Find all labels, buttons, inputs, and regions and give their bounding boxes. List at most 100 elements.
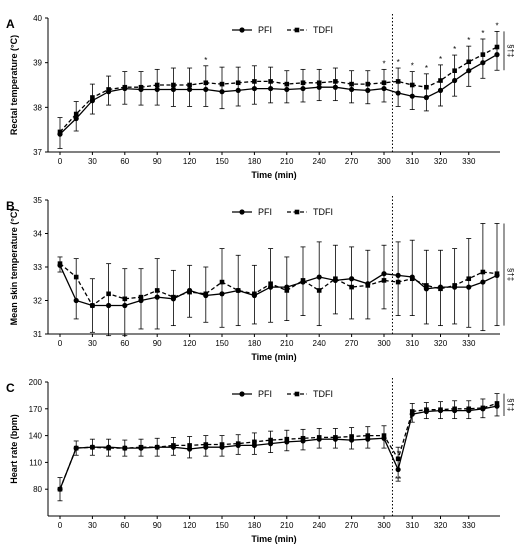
data-point-tdfi — [466, 406, 472, 412]
x-tick-label: 320 — [434, 157, 448, 166]
x-tick-label: 150 — [215, 157, 229, 166]
data-point-tdfi — [171, 82, 176, 88]
data-point-pfi — [466, 284, 472, 290]
x-tick-label: 0 — [58, 339, 63, 348]
data-point-tdfi — [235, 441, 241, 446]
data-point-pfi — [300, 85, 306, 92]
y-axis-title: Mean skin temperature (°C) — [9, 209, 19, 326]
data-point-pfi — [235, 87, 241, 93]
y-tick-label: 110 — [29, 458, 42, 467]
data-point-tdfi — [316, 288, 322, 293]
data-point-tdfi — [219, 442, 225, 447]
data-point-tdfi — [424, 283, 429, 288]
y-tick-label: 40 — [33, 14, 42, 23]
significance-mark: * — [411, 62, 414, 71]
legend-marker-tdfi — [294, 27, 300, 33]
significance-symbols: §†‡ — [506, 44, 515, 57]
data-point-tdfi — [219, 279, 225, 285]
data-point-tdfi — [138, 294, 144, 300]
data-point-tdfi — [252, 291, 257, 297]
data-point-tdfi — [57, 129, 63, 135]
data-point-pfi — [381, 271, 387, 277]
significance-symbols: §†‡ — [506, 398, 515, 411]
data-point-tdfi — [284, 436, 290, 442]
data-point-tdfi — [187, 82, 192, 88]
data-point-tdfi — [480, 52, 486, 57]
data-point-pfi — [409, 93, 415, 99]
data-point-tdfi — [171, 443, 176, 448]
x-tick-label: 240 — [313, 339, 327, 348]
data-point-pfi — [395, 466, 401, 473]
significance-mark: * — [204, 56, 207, 65]
x-tick-label: 270 — [345, 521, 359, 530]
data-point-pfi — [187, 86, 193, 93]
x-axis-title: Time (min) — [251, 534, 296, 544]
x-tick-label: 0 — [58, 157, 63, 166]
data-point-tdfi — [154, 82, 160, 88]
data-point-tdfi — [316, 80, 322, 86]
data-point-tdfi — [138, 444, 144, 450]
significance-mark: * — [453, 45, 456, 54]
data-point-tdfi — [171, 294, 176, 300]
data-point-tdfi — [187, 443, 192, 448]
data-point-tdfi — [381, 278, 387, 283]
panel-c: C 80 110 140 170 200 0 30 60 90 120 150 180 210 240 270… — [6, 378, 515, 544]
data-point-tdfi — [73, 111, 79, 117]
data-point-pfi — [494, 52, 500, 58]
legend-marker-pfi — [239, 391, 245, 397]
data-point-pfi — [154, 294, 160, 300]
data-point-pfi — [251, 85, 257, 92]
point-annotation: ** — [395, 475, 401, 484]
panel-label: B — [6, 199, 15, 213]
legend-label-tdfi: TDFI — [313, 389, 333, 399]
data-point-tdfi — [138, 84, 144, 90]
y-tick-label: 37 — [33, 148, 42, 157]
x-tick-label: 180 — [248, 339, 262, 348]
data-point-pfi — [73, 297, 79, 304]
significance-mark: * — [382, 59, 385, 68]
data-point-tdfi — [300, 435, 306, 441]
data-point-tdfi — [424, 407, 429, 412]
data-point-tdfi — [480, 269, 486, 275]
data-point-tdfi — [438, 407, 443, 412]
data-point-tdfi — [438, 78, 443, 83]
x-tick-label: 60 — [120, 521, 129, 530]
significance-mark: * — [495, 21, 498, 30]
data-point-pfi — [316, 84, 322, 90]
data-point-tdfi — [365, 283, 371, 288]
data-point-tdfi — [438, 286, 443, 292]
x-tick-label: 310 — [406, 521, 420, 530]
significance-mark: * — [425, 64, 428, 73]
data-point-tdfi — [409, 276, 415, 282]
data-point-pfi — [381, 85, 387, 92]
data-point-tdfi — [381, 433, 387, 438]
y-tick-label: 33 — [33, 263, 42, 272]
data-point-tdfi — [235, 80, 241, 86]
data-point-tdfi — [90, 95, 95, 100]
panel-b: B 31 32 33 34 35 0 30 60 90 120 150 180 210 240 270 300 3… — [6, 196, 515, 362]
data-point-tdfi — [300, 80, 306, 86]
data-point-pfi — [349, 276, 355, 282]
data-point-tdfi — [154, 288, 160, 293]
data-point-tdfi — [480, 405, 486, 411]
data-point-tdfi — [268, 437, 273, 443]
data-point-tdfi — [424, 84, 429, 90]
data-point-tdfi — [122, 445, 128, 451]
data-point-pfi — [480, 279, 486, 285]
y-tick-label: 39 — [33, 59, 42, 68]
data-point-tdfi — [219, 81, 225, 87]
data-point-tdfi — [122, 84, 128, 90]
legend-marker-pfi — [239, 27, 245, 33]
data-point-pfi — [284, 86, 290, 93]
data-point-tdfi — [349, 81, 354, 87]
data-point-tdfi — [203, 291, 209, 297]
x-tick-label: 300 — [377, 521, 391, 530]
legend-marker-pfi — [239, 209, 245, 215]
legend-marker-tdfi — [294, 391, 300, 397]
data-point-pfi — [170, 86, 176, 93]
x-tick-label: 180 — [248, 157, 262, 166]
data-point-pfi — [466, 68, 472, 74]
x-tick-label: 60 — [120, 157, 129, 166]
legend-label-tdfi: TDFI — [313, 207, 333, 217]
y-axis-title: Heart rate (bpm) — [9, 414, 19, 484]
